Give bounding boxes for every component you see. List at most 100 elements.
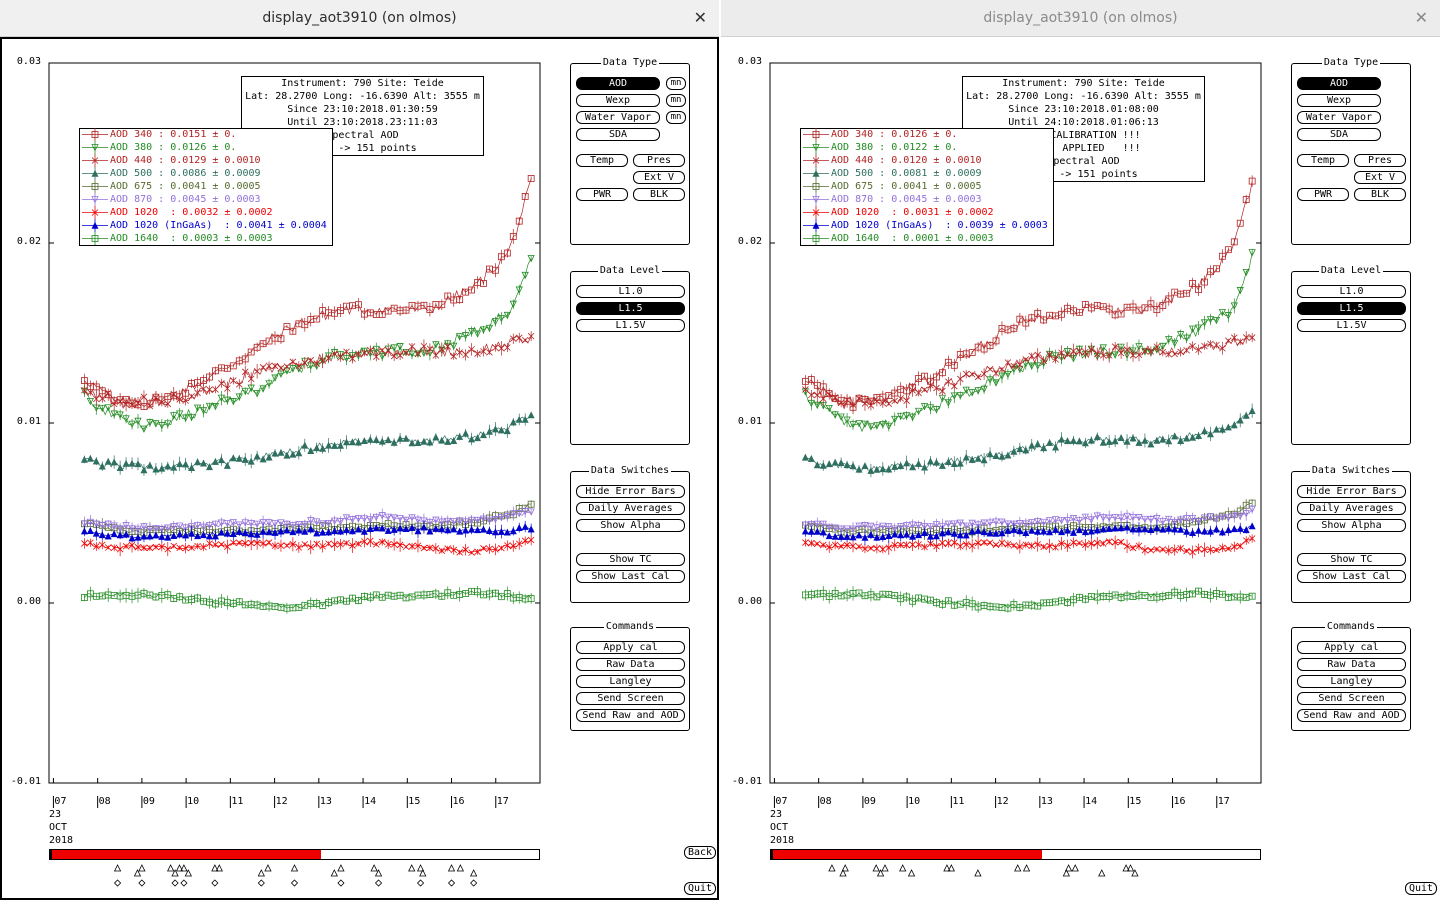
data-point bbox=[1159, 525, 1167, 533]
time-range-bar[interactable] bbox=[49, 849, 540, 860]
data-point bbox=[825, 532, 833, 540]
data-point bbox=[1081, 528, 1089, 536]
cal-triangle-icon bbox=[257, 869, 265, 877]
data-point bbox=[1028, 542, 1036, 550]
data-level-l1-5[interactable]: L1.5 bbox=[1297, 302, 1406, 315]
data-point bbox=[253, 530, 261, 538]
send-screen-button[interactable]: Send Screen bbox=[576, 692, 685, 705]
data-level-l1-0[interactable]: L1.0 bbox=[1297, 285, 1406, 298]
data-point bbox=[998, 452, 1006, 460]
data-point bbox=[1213, 341, 1220, 349]
ext-v-button[interactable]: Ext V bbox=[633, 171, 685, 184]
wexp-mn-button[interactable]: mn bbox=[666, 94, 686, 107]
data-point bbox=[259, 364, 267, 371]
cal-triangle-icon bbox=[374, 869, 383, 877]
data-point bbox=[831, 458, 839, 466]
data-point bbox=[164, 420, 172, 428]
back-button[interactable]: Back bbox=[684, 846, 716, 859]
data-point bbox=[467, 328, 476, 336]
water-vapor-button[interactable]: Water Vapor bbox=[576, 111, 660, 124]
data-point bbox=[229, 362, 237, 370]
daily-averages-button[interactable]: Daily Averages bbox=[1297, 502, 1406, 515]
show-tc-button[interactable]: Show TC bbox=[1297, 553, 1406, 566]
titlebar[interactable]: display_aot3910 (on olmos) ✕ bbox=[721, 0, 1440, 37]
pwr-button[interactable]: PWR bbox=[576, 188, 628, 201]
data-point bbox=[891, 389, 899, 397]
blk-button[interactable]: BLK bbox=[1354, 188, 1406, 201]
quit-button[interactable]: Quit bbox=[1405, 882, 1437, 895]
data-point bbox=[80, 594, 88, 601]
data-point bbox=[510, 335, 517, 342]
pres-button[interactable]: Pres bbox=[633, 154, 685, 167]
send-raw-and-aod-button[interactable]: Send Raw and AOD bbox=[576, 709, 685, 722]
pres-button[interactable]: Pres bbox=[1354, 154, 1406, 167]
data-point bbox=[128, 459, 136, 467]
data-point bbox=[98, 404, 106, 413]
aod-mn-button[interactable]: mn bbox=[666, 77, 686, 90]
wexp-button[interactable]: Wexp bbox=[576, 94, 660, 107]
data-point bbox=[80, 527, 88, 535]
water-vapor-mn-button[interactable]: mn bbox=[666, 111, 686, 124]
sda-button[interactable]: SDA bbox=[576, 128, 660, 141]
data-point bbox=[492, 344, 499, 352]
data-level-l1-5v[interactable]: L1.5V bbox=[576, 319, 685, 332]
legend-label: AOD 380 : 0.0126 ± 0. bbox=[110, 141, 236, 154]
data-point bbox=[1082, 348, 1089, 356]
close-icon[interactable]: ✕ bbox=[1414, 8, 1428, 27]
time-range-bar[interactable] bbox=[770, 849, 1261, 860]
legend-marker-icon bbox=[803, 206, 829, 219]
aod-button[interactable]: AOD bbox=[1297, 77, 1381, 90]
wexp-button[interactable]: Wexp bbox=[1297, 94, 1381, 107]
quit-button[interactable]: Quit bbox=[684, 882, 716, 895]
data-point bbox=[1057, 517, 1066, 525]
data-level-l1-0[interactable]: L1.0 bbox=[576, 285, 685, 298]
data-point bbox=[1063, 517, 1072, 525]
pwr-button[interactable]: PWR bbox=[1297, 188, 1349, 201]
data-point bbox=[909, 463, 917, 471]
data-point bbox=[408, 523, 416, 531]
data-point bbox=[1165, 336, 1173, 344]
langley-button[interactable]: Langley bbox=[1297, 675, 1406, 688]
data-point bbox=[1159, 348, 1167, 356]
send-screen-button[interactable]: Send Screen bbox=[1297, 692, 1406, 705]
send-raw-and-aod-button[interactable]: Send Raw and AOD bbox=[1297, 709, 1406, 722]
sda-button[interactable]: SDA bbox=[1297, 128, 1381, 141]
raw-data-button[interactable]: Raw Data bbox=[1297, 658, 1406, 671]
raw-data-button[interactable]: Raw Data bbox=[576, 658, 685, 671]
hide-error-bars-button[interactable]: Hide Error Bars bbox=[576, 485, 685, 498]
data-point bbox=[86, 527, 94, 535]
data-point bbox=[521, 415, 529, 423]
data-point bbox=[93, 395, 100, 403]
langley-button[interactable]: Langley bbox=[576, 675, 685, 688]
apply-cal-button[interactable]: Apply cal bbox=[1297, 641, 1406, 654]
data-point bbox=[986, 529, 994, 537]
data-point bbox=[879, 522, 887, 531]
data-level-l1-5v[interactable]: L1.5V bbox=[1297, 319, 1406, 332]
data-point bbox=[527, 411, 535, 419]
temp-button[interactable]: Temp bbox=[1297, 154, 1349, 167]
apply-cal-button[interactable]: Apply cal bbox=[576, 641, 685, 654]
show-alpha-button[interactable]: Show Alpha bbox=[576, 519, 685, 532]
show-last-cal-button[interactable]: Show Last Cal bbox=[1297, 570, 1406, 583]
legend-marker-icon bbox=[803, 154, 829, 167]
data-point bbox=[509, 233, 517, 240]
water-vapor-button[interactable]: Water Vapor bbox=[1297, 111, 1381, 124]
data-point bbox=[1010, 542, 1018, 549]
daily-averages-button[interactable]: Daily Averages bbox=[576, 502, 685, 515]
data-point bbox=[521, 537, 529, 545]
aod-button[interactable]: AOD bbox=[576, 77, 660, 90]
show-tc-button[interactable]: Show TC bbox=[576, 553, 685, 566]
hide-error-bars-button[interactable]: Hide Error Bars bbox=[1297, 485, 1406, 498]
data-point bbox=[986, 519, 994, 527]
show-last-cal-button[interactable]: Show Last Cal bbox=[576, 570, 685, 583]
blk-button[interactable]: BLK bbox=[633, 188, 685, 201]
show-alpha-button[interactable]: Show Alpha bbox=[1297, 519, 1406, 532]
ext-v-button[interactable]: Ext V bbox=[1354, 171, 1406, 184]
titlebar[interactable]: display_aot3910 (on olmos) ✕ bbox=[0, 0, 719, 37]
data-point bbox=[301, 527, 309, 535]
temp-button[interactable]: Temp bbox=[576, 154, 628, 167]
data-point bbox=[1040, 357, 1047, 365]
close-icon[interactable]: ✕ bbox=[693, 8, 707, 27]
data-point bbox=[223, 461, 231, 469]
data-level-l1-5[interactable]: L1.5 bbox=[576, 302, 685, 315]
